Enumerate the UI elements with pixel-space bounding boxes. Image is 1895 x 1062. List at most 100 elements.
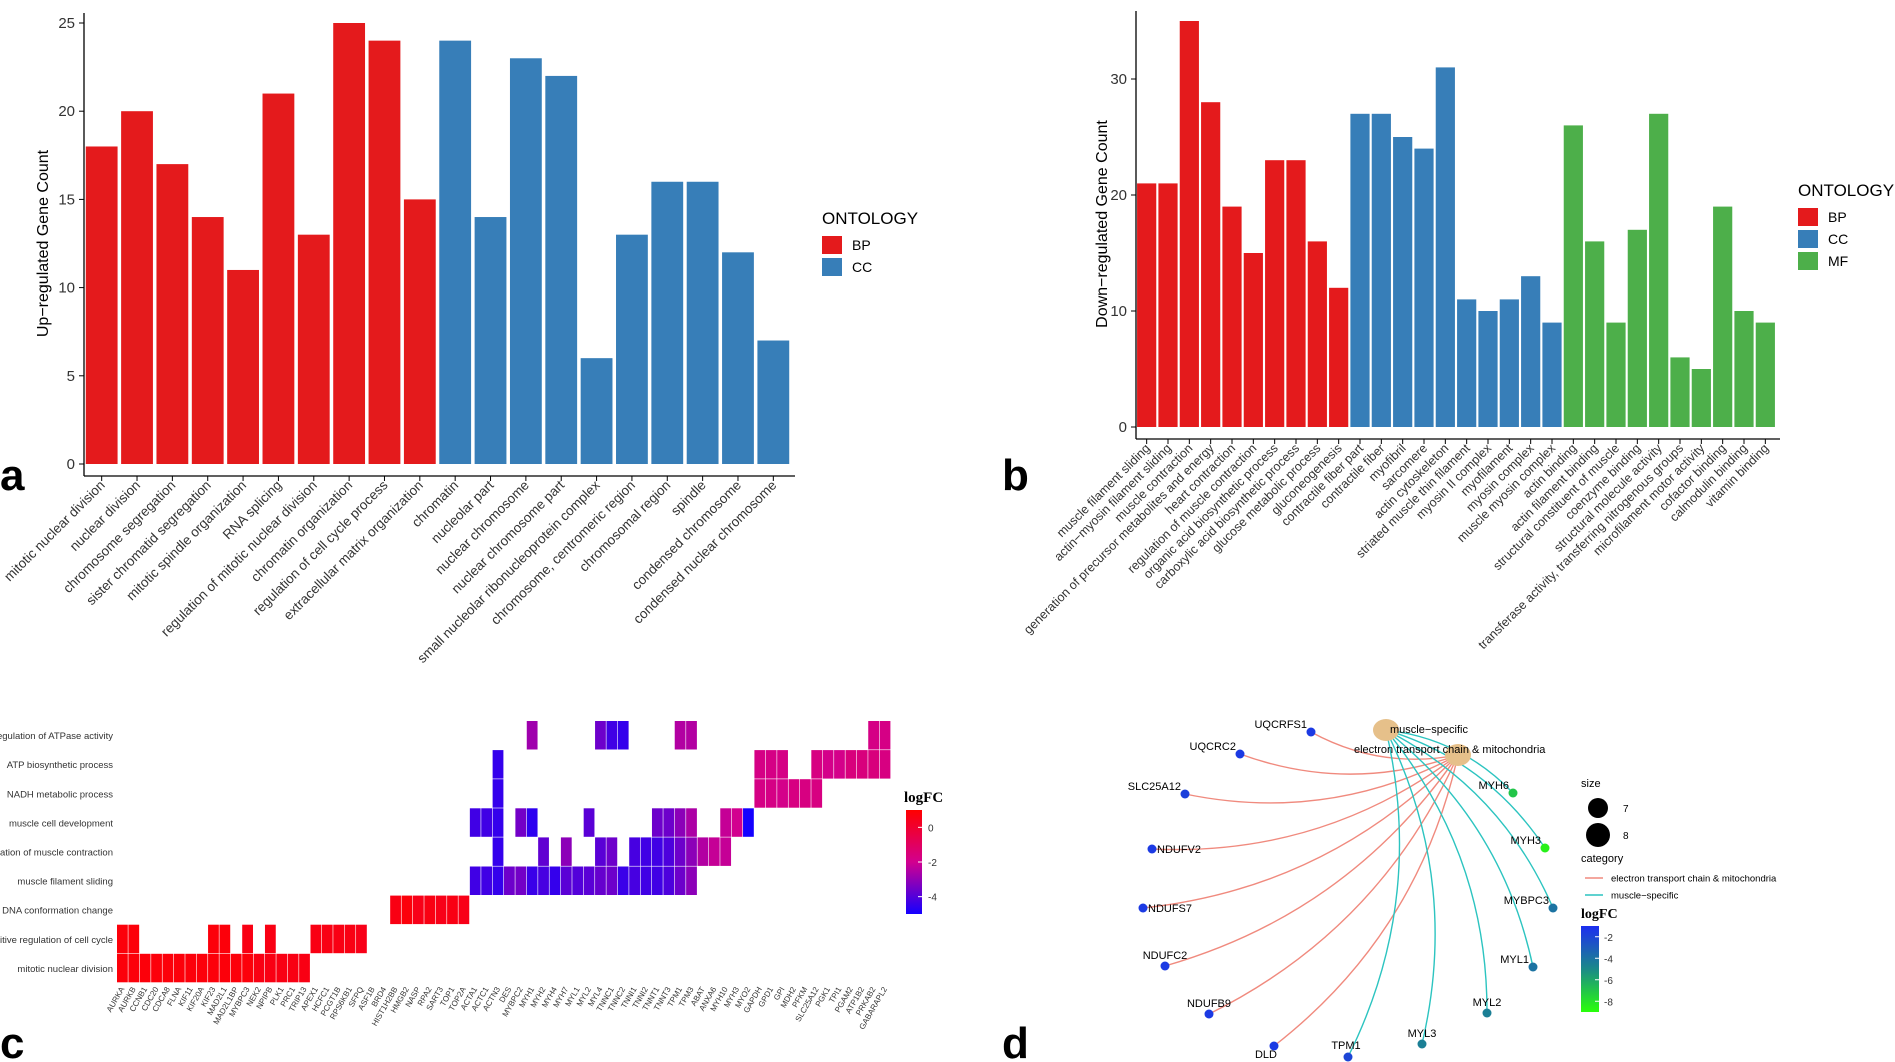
legend-swatch-cc — [1798, 230, 1818, 248]
heatmap-cell-myl4 — [595, 721, 606, 750]
bar-chromosomal-region — [651, 181, 684, 464]
bar-condensed-chromosome — [722, 252, 754, 464]
heatmap-cell-mad2l1 — [219, 924, 231, 954]
heatmap-cell-mybpc2 — [515, 808, 527, 837]
gene-label-ndufv2: NDUFV2 — [1157, 844, 1201, 856]
bar-sister-chromatid-segregation — [191, 217, 224, 464]
bar-contractile-fiber — [1371, 113, 1391, 428]
bar-nucleolar-part — [474, 217, 507, 464]
legend-swatch-bp — [1798, 208, 1818, 226]
bar-myofibril — [1393, 137, 1413, 427]
heatmap-row-label: DNA conformation change — [2, 906, 113, 917]
legend-label-mf: MF — [1828, 253, 1848, 269]
legend-swatch-mf — [1798, 252, 1818, 270]
heatmap-cell-top1 — [447, 895, 458, 925]
edge-myh3 — [1385, 729, 1546, 849]
legend-label-bp: BP — [1828, 209, 1847, 225]
edge-mybpc3 — [1385, 729, 1554, 909]
edge-myl2 — [1385, 729, 1488, 1014]
network-colorbar-tick-label: -8 — [1604, 997, 1613, 1008]
network-colorbar-tick-label: -2 — [1604, 933, 1613, 944]
gene-label-dld: DLD — [1255, 1049, 1277, 1061]
network-colorbar-tick-label: -6 — [1604, 976, 1613, 987]
hub-node-muscle-specific — [1373, 719, 1399, 741]
heatmap-cell-prc1 — [287, 953, 299, 983]
gene-label-ndufs7: NDUFS7 — [1148, 903, 1192, 915]
bar-actin-binding — [1563, 125, 1583, 428]
colorbar-tick-label: -2 — [928, 858, 937, 869]
heatmap-cell-tpm1 — [674, 808, 686, 837]
heatmap-cell-plk1 — [276, 953, 288, 983]
heatmap-cell-tnni1 — [629, 837, 640, 866]
y-tick-label: 0 — [1119, 419, 1127, 436]
bar-structural-molecule-activity — [1649, 113, 1669, 428]
gene-label-myl2: MYL2 — [1473, 997, 1502, 1009]
heatmap-cell-acta1 — [469, 866, 481, 895]
heatmap-cell-tnni1 — [629, 866, 640, 895]
heatmap-cell-top2a — [458, 895, 470, 925]
gene-label-myh3: MYH3 — [1510, 835, 1541, 847]
heatmap-cell-tpm3 — [686, 808, 697, 837]
panel-label-c: c — [0, 1019, 24, 1062]
heatmap-cell-flna — [173, 953, 185, 983]
gene-node-myh3 — [1540, 843, 1550, 853]
gene-label-mybpc3: MYBPC3 — [1504, 895, 1549, 907]
y-tick-label: 25 — [58, 15, 75, 32]
heatmap-cell-tnnt1 — [651, 837, 663, 866]
heatmap-cell-gabarapl2 — [879, 750, 891, 779]
heatmap-cell-tnnt3 — [663, 866, 675, 895]
network-logfc-legend-title: logFC — [1581, 907, 1618, 922]
heatmap-cell-npipb — [264, 953, 276, 983]
heatmap-row-label: mitotic nuclear division — [17, 964, 113, 975]
heatmap-cell-kif23 — [208, 953, 219, 983]
bar-myofilament — [1499, 299, 1519, 427]
heatmap-cell-gpd1 — [765, 750, 777, 779]
size-legend-circle — [1586, 823, 1610, 847]
panel-label-b: b — [1002, 451, 1029, 500]
heatmap-cell-tnni2 — [640, 837, 652, 866]
heatmap-cell-atp1b2 — [856, 750, 868, 779]
bar-regulation-of-cell-cycle-process — [368, 40, 401, 464]
heatmap-row-label: ATP biosynthetic process — [7, 760, 114, 771]
legend-label-cc: CC — [852, 259, 872, 275]
network-colorbar — [1581, 926, 1599, 1012]
bar-coenzyme-binding — [1627, 229, 1647, 427]
heatmap-cell-tnnt1 — [651, 808, 663, 837]
heatmap-cell-tpi1 — [834, 750, 845, 779]
bar-myosin-ii-complex — [1478, 311, 1498, 427]
bar-muscle-filament-sliding — [1137, 183, 1157, 427]
heatmap-cell-npipb — [264, 924, 276, 954]
bar-regulation-of-muscle-contraction — [1243, 253, 1263, 427]
y-tick-label: 5 — [67, 368, 75, 385]
edge-uqcrc2 — [1239, 753, 1459, 775]
gene-node-dld — [1269, 1041, 1279, 1051]
heatmap-cell-actc1 — [481, 808, 493, 837]
heatmap-cell-gabarapl2 — [879, 721, 891, 750]
gene-label-uqcrfs1: UQCRFS1 — [1254, 719, 1307, 731]
gene-label-slc25a12: SLC25A12 — [1128, 781, 1181, 793]
bar-organic-acid-biosynthetic-process — [1265, 160, 1285, 427]
heatmap-cell-tnnc2 — [617, 866, 629, 895]
heatmap-cell-trip13 — [299, 953, 310, 983]
edge-slc25a12 — [1184, 754, 1459, 804]
heatmap-cell-mybpc2 — [515, 866, 527, 895]
heatmap-cell-myo2 — [743, 808, 754, 837]
bar-chromatin-organization — [333, 23, 366, 464]
bar-carboxylic-acid-biosynthetic-process — [1286, 160, 1306, 427]
heatmap-colorbar — [906, 810, 922, 914]
heatmap-cell-gpi — [777, 750, 788, 779]
bar-heart-contraction — [1222, 206, 1242, 427]
gene-label-uqcrc2: UQCRC2 — [1190, 741, 1236, 753]
bar-mitotic-nuclear-division — [85, 146, 118, 465]
gene-node-tpm1 — [1343, 1052, 1353, 1062]
gene-node-slc25a12 — [1180, 789, 1190, 799]
heatmap-cell-aurka — [117, 924, 128, 954]
bar-cofactor-binding — [1713, 206, 1733, 427]
heatmap-cell-nek2 — [253, 953, 265, 983]
hub-node-electron-transport-chain-mitochondria — [1445, 744, 1471, 766]
heatmap-cell-slc25a12 — [811, 750, 823, 779]
bar-mitotic-spindle-organization — [227, 269, 259, 464]
heatmap-cell-mybpc3 — [242, 953, 253, 983]
